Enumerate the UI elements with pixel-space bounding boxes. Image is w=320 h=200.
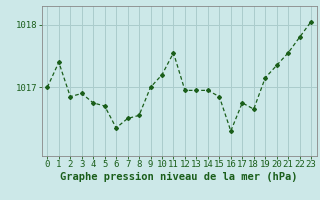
X-axis label: Graphe pression niveau de la mer (hPa): Graphe pression niveau de la mer (hPa) bbox=[60, 172, 298, 182]
